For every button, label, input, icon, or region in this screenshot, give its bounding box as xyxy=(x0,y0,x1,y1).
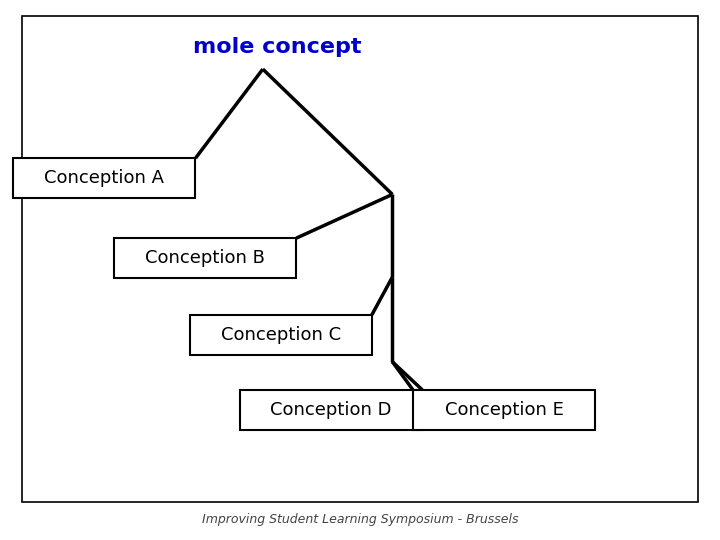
FancyBboxPatch shape xyxy=(190,315,372,355)
FancyBboxPatch shape xyxy=(13,158,195,198)
Text: Conception C: Conception C xyxy=(221,326,341,344)
Text: Improving Student Learning Symposium - Brussels: Improving Student Learning Symposium - B… xyxy=(202,513,518,526)
Text: Conception E: Conception E xyxy=(444,401,564,419)
FancyBboxPatch shape xyxy=(114,238,297,278)
Text: mole concept: mole concept xyxy=(193,37,361,57)
Text: Conception A: Conception A xyxy=(45,169,164,187)
FancyBboxPatch shape xyxy=(413,390,595,430)
FancyBboxPatch shape xyxy=(240,390,422,430)
Text: Conception D: Conception D xyxy=(271,401,392,419)
Text: Conception B: Conception B xyxy=(145,249,265,267)
